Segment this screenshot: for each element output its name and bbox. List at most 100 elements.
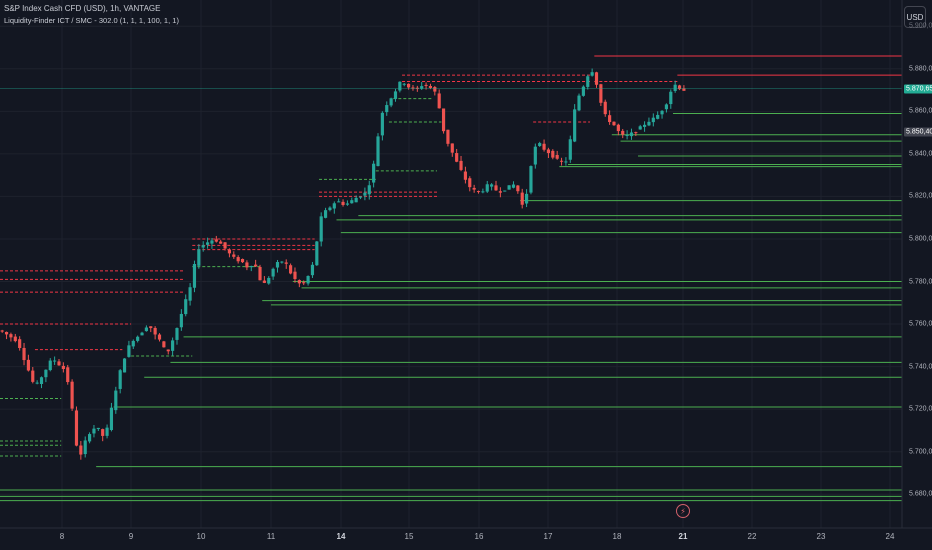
candle (26, 354, 30, 372)
candle (590, 68, 594, 77)
time-tick-label: 9 (128, 532, 134, 541)
candle (61, 362, 65, 373)
candle (149, 326, 153, 333)
price-tick-label: 5.720,00 (909, 405, 932, 413)
candle (468, 176, 472, 192)
candle (258, 264, 262, 281)
price-tick-label: 5.880,00 (909, 65, 932, 73)
marked-price-label: 5.850,40 (904, 127, 932, 137)
candle (664, 103, 669, 113)
candle (455, 148, 459, 163)
candle (280, 261, 284, 264)
candle (568, 135, 572, 163)
candle (306, 275, 310, 286)
time-tick-label: 21 (678, 532, 688, 541)
candle (166, 349, 170, 355)
candle (13, 333, 17, 343)
candle (647, 117, 651, 127)
candle (92, 424, 96, 438)
candle (35, 380, 39, 385)
candle (538, 141, 542, 147)
candle (18, 336, 22, 351)
candle (293, 267, 297, 283)
candle (372, 160, 376, 188)
price-tick-label: 5.900,00 (909, 22, 932, 30)
candle (677, 84, 682, 91)
candle (450, 143, 454, 157)
candle (350, 197, 354, 204)
candle (227, 248, 232, 258)
candle (310, 261, 315, 278)
candle (144, 325, 148, 332)
candle (197, 244, 201, 269)
candle (232, 251, 236, 259)
candle (205, 237, 210, 249)
currency-scale-button[interactable]: USD (904, 6, 926, 28)
candle (53, 356, 57, 365)
candle (660, 110, 664, 119)
candle (485, 180, 489, 193)
candle (315, 241, 319, 266)
price-tick-label: 5.760,00 (909, 320, 932, 328)
candle (275, 259, 280, 273)
candle (184, 294, 188, 317)
candle (297, 279, 301, 288)
candle (345, 200, 349, 206)
candle (101, 428, 105, 442)
candle (525, 189, 529, 208)
candle (472, 184, 476, 193)
candle (411, 85, 415, 91)
candle (612, 121, 616, 126)
candle (9, 332, 13, 342)
time-tick-label: 11 (266, 532, 276, 541)
candle (179, 309, 183, 331)
candle (363, 187, 367, 201)
time-tick-label: 10 (196, 532, 206, 541)
candle (490, 183, 494, 191)
candle (586, 74, 590, 90)
candle (192, 260, 197, 293)
candle (428, 83, 433, 90)
candle (651, 113, 655, 127)
time-tick-label: 17 (543, 532, 553, 541)
candle (4, 331, 9, 340)
candle (214, 235, 218, 243)
price-tick-label: 5.860,00 (909, 107, 932, 115)
candle (140, 331, 144, 336)
candle (118, 368, 122, 394)
candle (638, 124, 642, 130)
candle (616, 123, 620, 136)
candle (131, 339, 135, 350)
candle (249, 265, 253, 272)
candle (599, 83, 603, 107)
candle (323, 207, 328, 219)
candle (267, 276, 271, 285)
candle (96, 427, 100, 431)
indicator-legend[interactable]: Liquidity-Finder ICT / SMC - 302.0 (1, 1… (4, 16, 179, 25)
candle (48, 358, 52, 372)
candle (271, 267, 275, 280)
candle (529, 165, 533, 195)
candle (105, 424, 109, 439)
candle (564, 157, 568, 166)
time-tick-label: 22 (747, 532, 757, 541)
chart-grid (0, 0, 902, 528)
time-tick-label: 18 (612, 532, 622, 541)
candle (254, 259, 258, 268)
candle (188, 283, 192, 306)
lightning-icon[interactable]: ⚡ (676, 504, 690, 518)
candle (433, 85, 437, 96)
candle (332, 201, 336, 214)
candle (608, 110, 612, 125)
candle (153, 326, 157, 340)
price-tick-label: 5.820,00 (909, 192, 932, 200)
candle (83, 436, 87, 458)
time-tick-label: 15 (404, 532, 414, 541)
candle (577, 93, 581, 112)
symbol-legend[interactable]: S&P Index Cash CFD (USD), 1h, VANTAGE (4, 4, 161, 13)
candle (162, 340, 166, 348)
price-tick-label: 5.840,00 (909, 150, 932, 158)
candle (520, 188, 524, 209)
candle (157, 333, 162, 342)
